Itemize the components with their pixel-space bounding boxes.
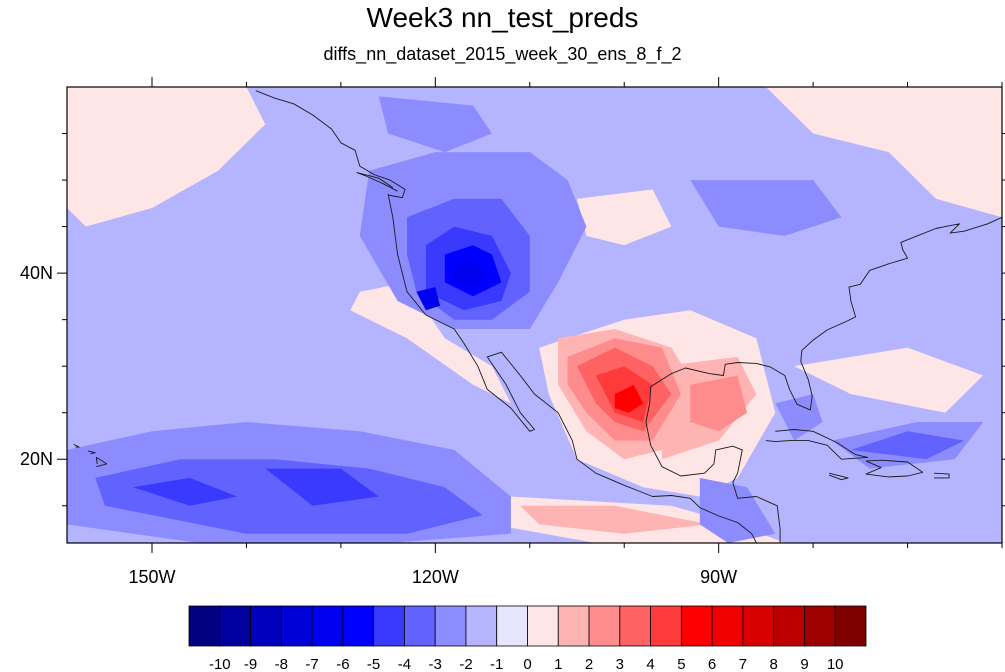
colorbar-label: -10 bbox=[209, 656, 231, 672]
lat-tick-label: 20N bbox=[20, 449, 53, 469]
colorbar-swatch bbox=[557, 605, 590, 647]
colorbar-swatch bbox=[311, 605, 344, 647]
colorbar-label: -7 bbox=[305, 656, 318, 672]
contour-region bbox=[614, 384, 644, 413]
colorbar-swatch bbox=[619, 605, 651, 647]
contour-region bbox=[690, 375, 747, 432]
colorbar-swatch bbox=[773, 605, 805, 647]
colorbar-swatch bbox=[680, 605, 713, 647]
contour-region bbox=[850, 431, 965, 460]
colorbar-label: 6 bbox=[708, 656, 716, 672]
coastline bbox=[73, 443, 80, 448]
colorbar-swatch bbox=[527, 605, 559, 647]
colorbar-swatch bbox=[219, 605, 251, 647]
colorbar-label: -5 bbox=[367, 656, 380, 672]
contour-region bbox=[794, 347, 984, 413]
contour-region bbox=[520, 505, 710, 534]
contour-region bbox=[95, 459, 483, 534]
coastline bbox=[255, 90, 406, 199]
contour-region bbox=[765, 87, 1002, 218]
contour-region bbox=[416, 287, 441, 311]
colorbar-label: 5 bbox=[677, 656, 685, 672]
colorbar-label: 0 bbox=[523, 656, 531, 672]
contour-region bbox=[577, 189, 672, 246]
colorbar-label: 9 bbox=[800, 656, 808, 672]
colorbar-label: -9 bbox=[244, 656, 257, 672]
coastline bbox=[933, 472, 950, 479]
coastline bbox=[387, 193, 757, 543]
coastline bbox=[829, 472, 849, 481]
map-ticks: 150W 120W 90W 40N 20N bbox=[20, 77, 1005, 587]
colorbar-swatch bbox=[834, 605, 867, 647]
colorbar-swatch bbox=[742, 605, 775, 647]
colorbar-swatch bbox=[342, 605, 375, 647]
colorbar-label: 1 bbox=[554, 656, 562, 672]
colorbar-label: -3 bbox=[429, 656, 442, 672]
colorbar-label: 2 bbox=[585, 656, 593, 672]
coastline bbox=[765, 429, 869, 460]
colorbar-label: -6 bbox=[336, 656, 349, 672]
colorbar-label: 3 bbox=[616, 656, 624, 672]
lon-tick-label: 150W bbox=[128, 567, 175, 587]
colorbar-swatch bbox=[588, 605, 621, 647]
colorbar-label: 7 bbox=[739, 656, 747, 672]
colorbar-swatch bbox=[188, 605, 221, 647]
map-frame bbox=[66, 86, 1003, 544]
coastline bbox=[87, 450, 96, 455]
colorbar: -10 -9 -8 -7 -6 -5 -4 -3 -2 -1 0 1 2 3 4 5 6 7 8 9 10 bbox=[188, 605, 867, 672]
contour-region bbox=[67, 87, 266, 227]
colorbar-swatch bbox=[496, 605, 528, 647]
figure-title: Week3 nn_test_preds bbox=[366, 2, 639, 33]
contour-region bbox=[265, 468, 379, 506]
colorbar-swatch bbox=[434, 605, 467, 647]
colorbar-label: -2 bbox=[459, 656, 472, 672]
lon-tick-label: 90W bbox=[700, 567, 737, 587]
coastline bbox=[95, 456, 108, 468]
figure-subtitle: diffs_nn_dataset_2015_week_30_ens_8_f_2 bbox=[323, 44, 682, 64]
colorbar-swatch bbox=[650, 605, 682, 647]
coastline bbox=[865, 459, 924, 478]
contour-region bbox=[378, 96, 492, 153]
contour-region bbox=[699, 477, 776, 543]
contour-region bbox=[454, 259, 488, 288]
colorbar-label: 4 bbox=[646, 656, 654, 672]
map-panel: 150W 120W 90W 40N 20N bbox=[20, 77, 1005, 587]
colorbar-label: -8 bbox=[275, 656, 288, 672]
colorbar-label: 10 bbox=[827, 656, 844, 672]
contour-region bbox=[133, 477, 237, 506]
contour-region bbox=[690, 180, 842, 236]
lat-tick-label: 40N bbox=[20, 263, 53, 283]
lon-tick-label: 120W bbox=[412, 567, 459, 587]
coastline-layer bbox=[73, 90, 1002, 543]
colorbar-label: -4 bbox=[398, 656, 411, 672]
coastline bbox=[356, 172, 398, 192]
colorbar-label: 8 bbox=[770, 656, 778, 672]
colorbar-swatch bbox=[404, 605, 436, 647]
colorbar-swatch bbox=[280, 605, 313, 647]
colorbar-swatch bbox=[373, 605, 405, 647]
colorbar-swatch bbox=[711, 605, 744, 647]
colorbar-swatch bbox=[465, 605, 498, 647]
colorbar-swatch bbox=[804, 605, 836, 647]
colorbar-label: -1 bbox=[490, 656, 503, 672]
contour-region bbox=[350, 282, 511, 404]
coastline bbox=[645, 216, 1002, 543]
colorbar-swatch bbox=[250, 605, 282, 647]
